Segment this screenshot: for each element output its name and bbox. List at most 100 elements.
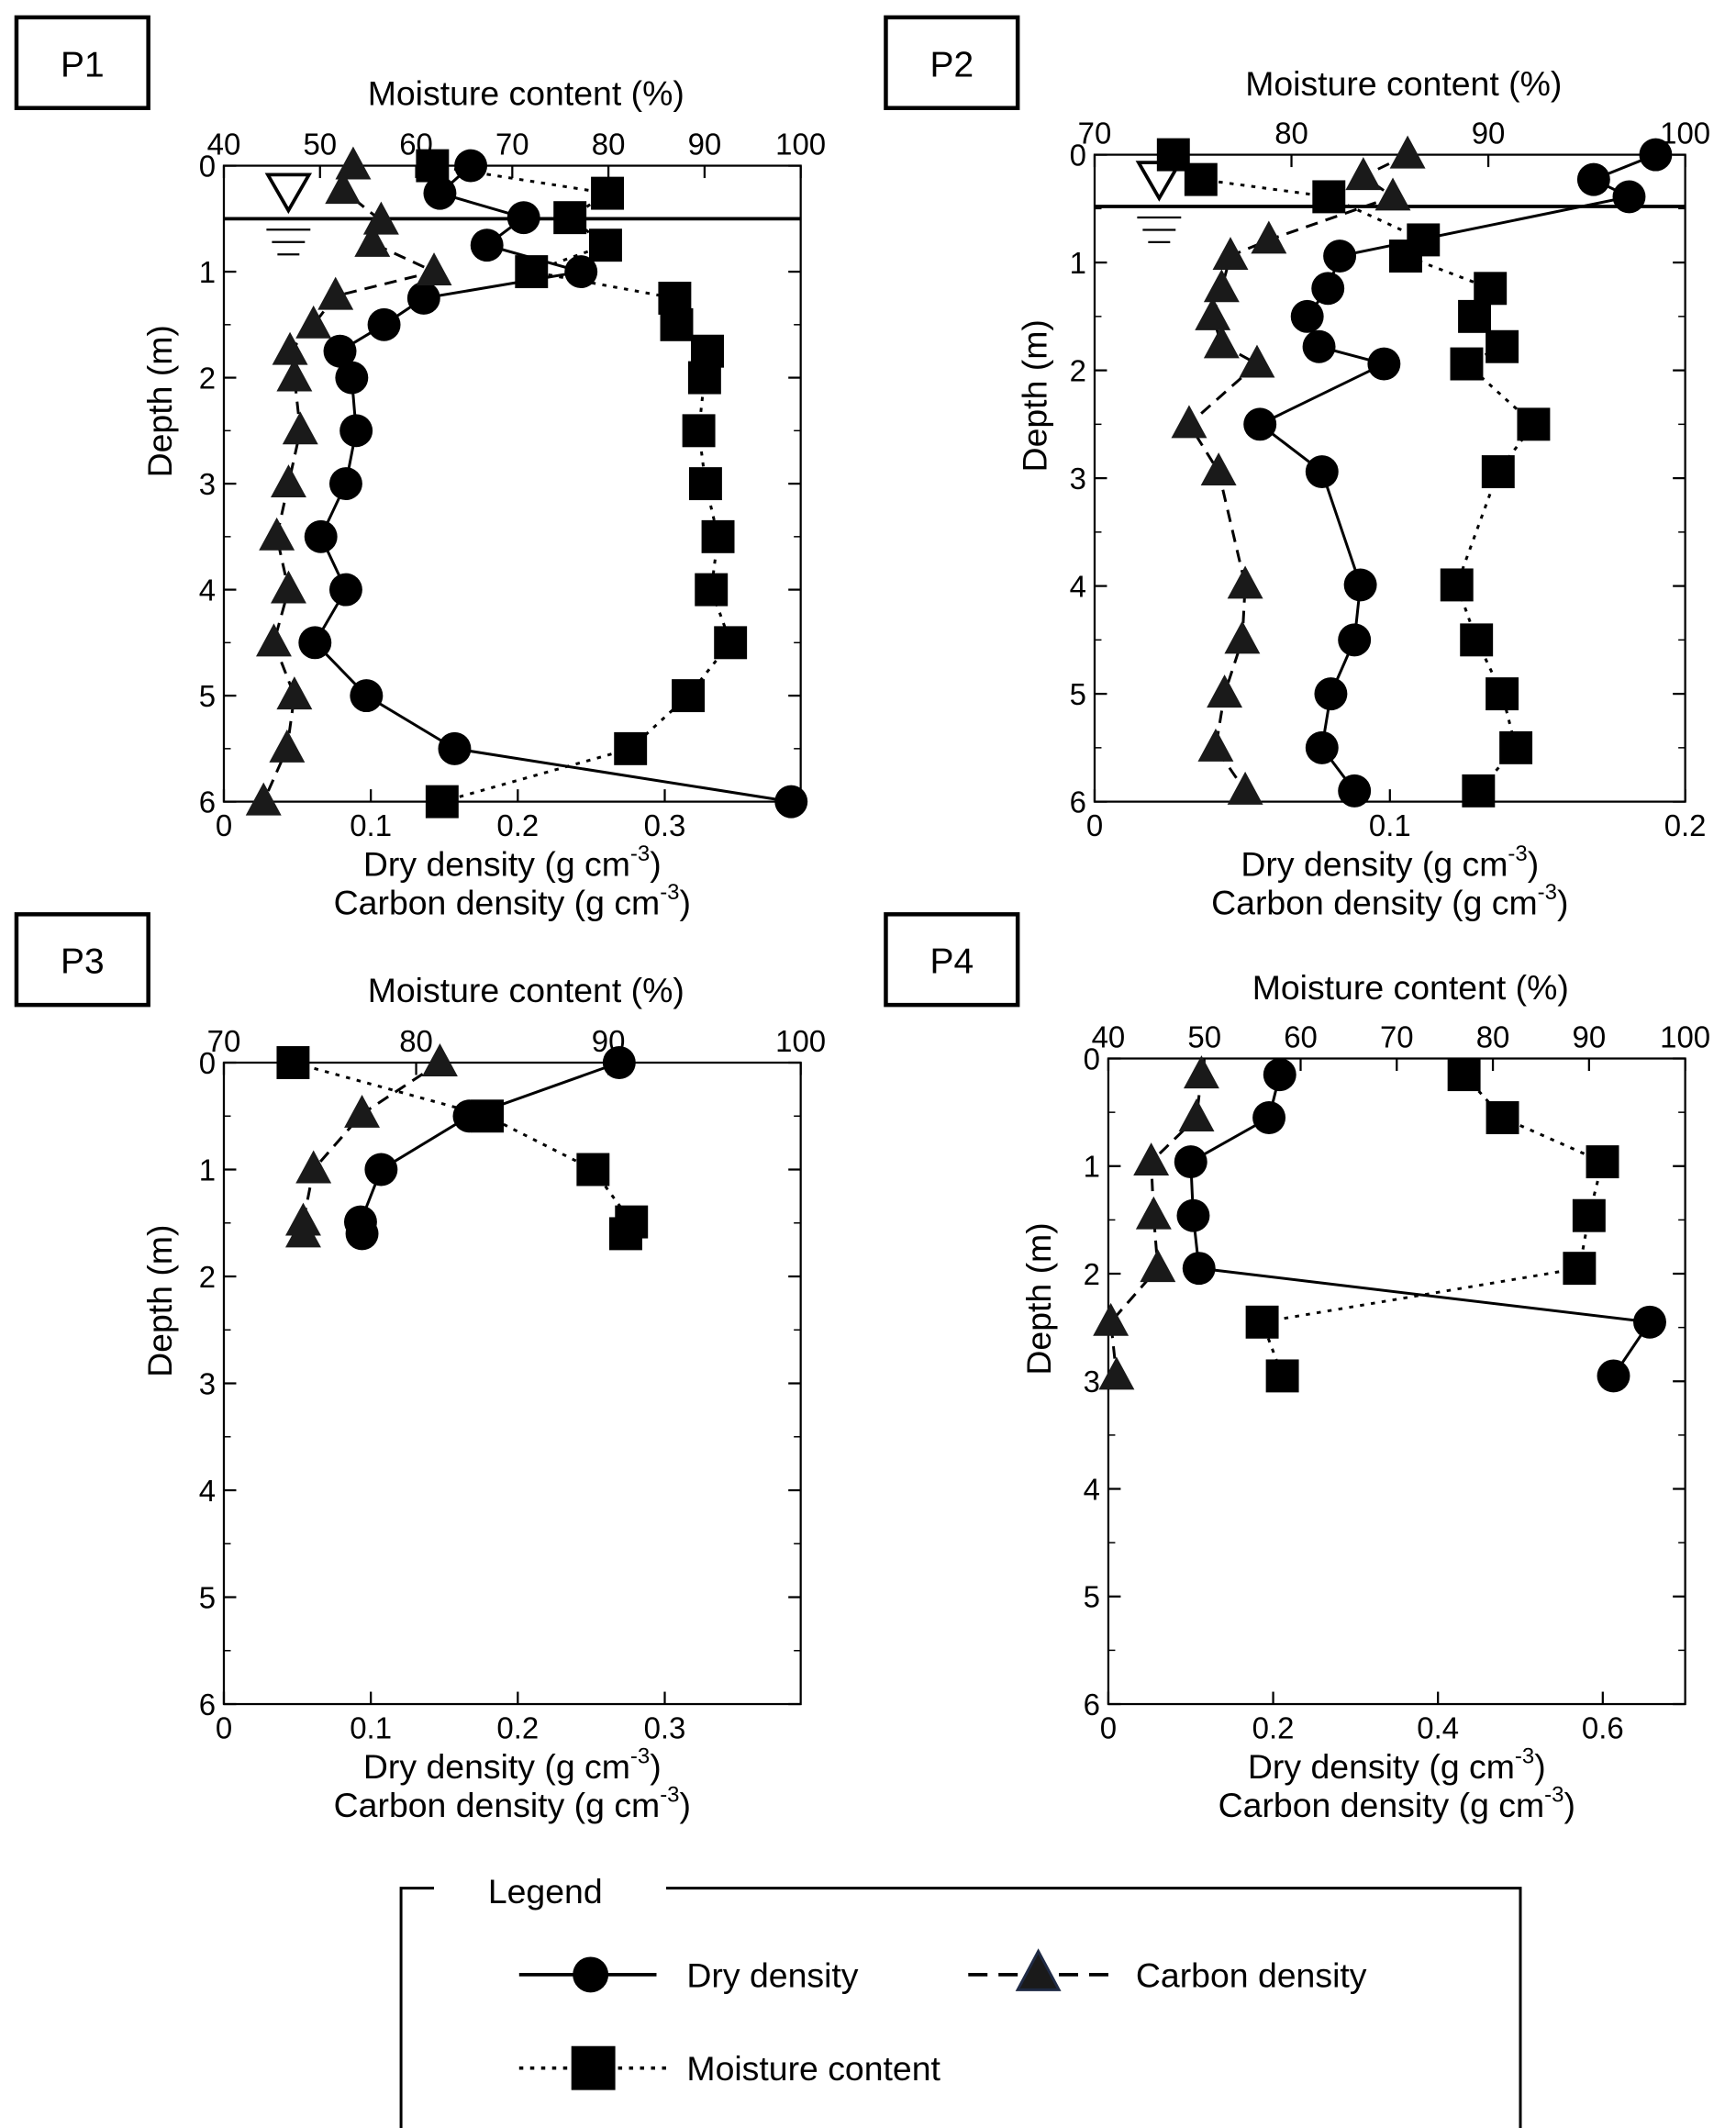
data-point-square	[660, 307, 694, 341]
depth-tick-label: 2	[199, 362, 216, 396]
data-point-circle	[1338, 774, 1372, 808]
moisture-tick-label: 100	[775, 128, 826, 162]
data-point-triangle	[1227, 565, 1263, 599]
depth-tick-label: 5	[199, 1580, 216, 1614]
data-point-triangle	[245, 782, 282, 816]
data-point-triangle	[1195, 296, 1231, 330]
data-point-square	[1486, 677, 1519, 711]
moisture-tick-label: 50	[303, 128, 337, 162]
depth-axis-title: Depth (m)	[1016, 319, 1054, 472]
density-tick-label: 0.4	[1417, 1710, 1459, 1744]
density-tick-label: 0.2	[1664, 808, 1707, 842]
moisture-tick-label: 100	[1660, 1020, 1710, 1054]
density-tick-label: 0.1	[1369, 808, 1411, 842]
bottom-axis-title: Carbon density (g cm-3)	[1219, 1782, 1575, 1823]
density-tick-label: 0.2	[1252, 1710, 1295, 1744]
data-point-triangle	[282, 411, 318, 445]
data-point-triangle	[1200, 452, 1237, 486]
density-tick-label: 0	[1100, 1710, 1117, 1744]
moisture-tick-label: 90	[1472, 117, 1506, 150]
data-point-square	[1474, 272, 1508, 306]
data-point-triangle	[1178, 1098, 1215, 1131]
data-point-square	[1486, 329, 1519, 363]
data-point-triangle	[269, 729, 306, 763]
data-point-triangle	[1140, 1249, 1176, 1283]
data-point-circle	[1176, 1198, 1210, 1232]
data-point-circle	[406, 281, 440, 315]
data-point-circle	[1243, 407, 1277, 441]
data-point-triangle	[325, 171, 362, 205]
data-point-square	[695, 573, 729, 607]
panel-label: P3	[61, 942, 105, 982]
data-point-triangle	[1207, 674, 1243, 708]
panel-label: P1	[61, 45, 105, 84]
data-point-square	[1462, 774, 1496, 808]
depth-tick-label: 4	[1070, 570, 1086, 604]
data-point-circle	[1305, 730, 1339, 764]
moisture-tick-label: 40	[207, 128, 241, 162]
data-point-square	[672, 679, 706, 713]
axis-title-text: Carbon density (g cm	[334, 1786, 661, 1824]
data-point-square	[1447, 1058, 1481, 1092]
axis-title-superscript: -3	[630, 1744, 650, 1768]
data-point-triangle	[272, 331, 308, 365]
axis-title-text: Dry density (g cm	[1248, 1747, 1515, 1786]
data-point-square	[588, 228, 622, 262]
data-point-square	[687, 361, 721, 395]
data-point-triangle	[276, 358, 313, 392]
depth-tick-label: 3	[1084, 1365, 1100, 1398]
data-point-circle	[367, 307, 401, 341]
depth-tick-label: 0	[199, 1046, 216, 1080]
density-tick-label: 0.1	[350, 1710, 392, 1744]
legend: Legend Dry density Carbon density Moistu…	[399, 1872, 1522, 2128]
data-point-square	[1563, 1252, 1597, 1286]
data-point-circle	[328, 467, 362, 501]
axis-title-end: )	[1534, 1747, 1545, 1786]
data-point-triangle	[1093, 1302, 1130, 1336]
series-moisture-content	[276, 1046, 649, 1251]
data-point-circle	[1252, 1101, 1286, 1134]
density-tick-label: 0.2	[496, 1710, 539, 1744]
data-point-square	[1156, 138, 1190, 172]
moisture-tick-label: 70	[207, 1024, 241, 1058]
series-dry-density	[343, 1046, 636, 1251]
axis-title-superscript: -3	[660, 1782, 679, 1807]
data-point-circle	[1290, 299, 1324, 333]
depth-tick-label: 4	[1084, 1472, 1100, 1506]
data-point-triangle	[295, 305, 332, 339]
density-tick-label: 0.6	[1582, 1710, 1624, 1744]
panel-label: P2	[930, 45, 974, 84]
axis-title-text: Carbon density (g cm	[1211, 883, 1538, 921]
data-point-circle	[1338, 623, 1372, 657]
moisture-tick-label: 50	[1187, 1020, 1221, 1054]
depth-tick-label: 1	[1070, 246, 1086, 280]
data-point-square	[1460, 623, 1494, 657]
data-point-triangle	[1389, 135, 1426, 169]
depth-tick-label: 4	[199, 1474, 216, 1508]
depth-tick-label: 3	[1070, 462, 1086, 496]
data-point-triangle	[259, 517, 295, 551]
data-point-circle	[470, 228, 504, 262]
bottom-axis-title: Dry density (g cm-3)	[363, 1744, 662, 1785]
data-point-square	[1265, 1359, 1299, 1393]
depth-tick-label: 6	[199, 785, 216, 819]
data-point-circle	[364, 1153, 398, 1187]
axis-title-superscript: -3	[1515, 1744, 1534, 1768]
data-point-circle	[1314, 677, 1348, 711]
data-point-circle	[454, 149, 488, 183]
data-point-triangle	[1345, 157, 1382, 191]
data-point-square	[416, 149, 450, 183]
axis-title-text: Dry density (g cm	[1241, 844, 1508, 883]
data-point-square	[1517, 407, 1551, 441]
data-point-circle	[1174, 1145, 1207, 1179]
density-tick-label: 0.2	[496, 808, 539, 842]
data-point-square	[1458, 299, 1492, 333]
data-point-triangle	[1183, 1055, 1219, 1089]
bottom-axis-title: Carbon density (g cm-3)	[334, 880, 691, 921]
data-point-circle	[339, 414, 373, 448]
bottom-axis-title: Dry density (g cm-3)	[1241, 841, 1539, 883]
axis-title-text: Carbon density (g cm	[1219, 1786, 1545, 1824]
depth-tick-label: 3	[199, 1366, 216, 1400]
